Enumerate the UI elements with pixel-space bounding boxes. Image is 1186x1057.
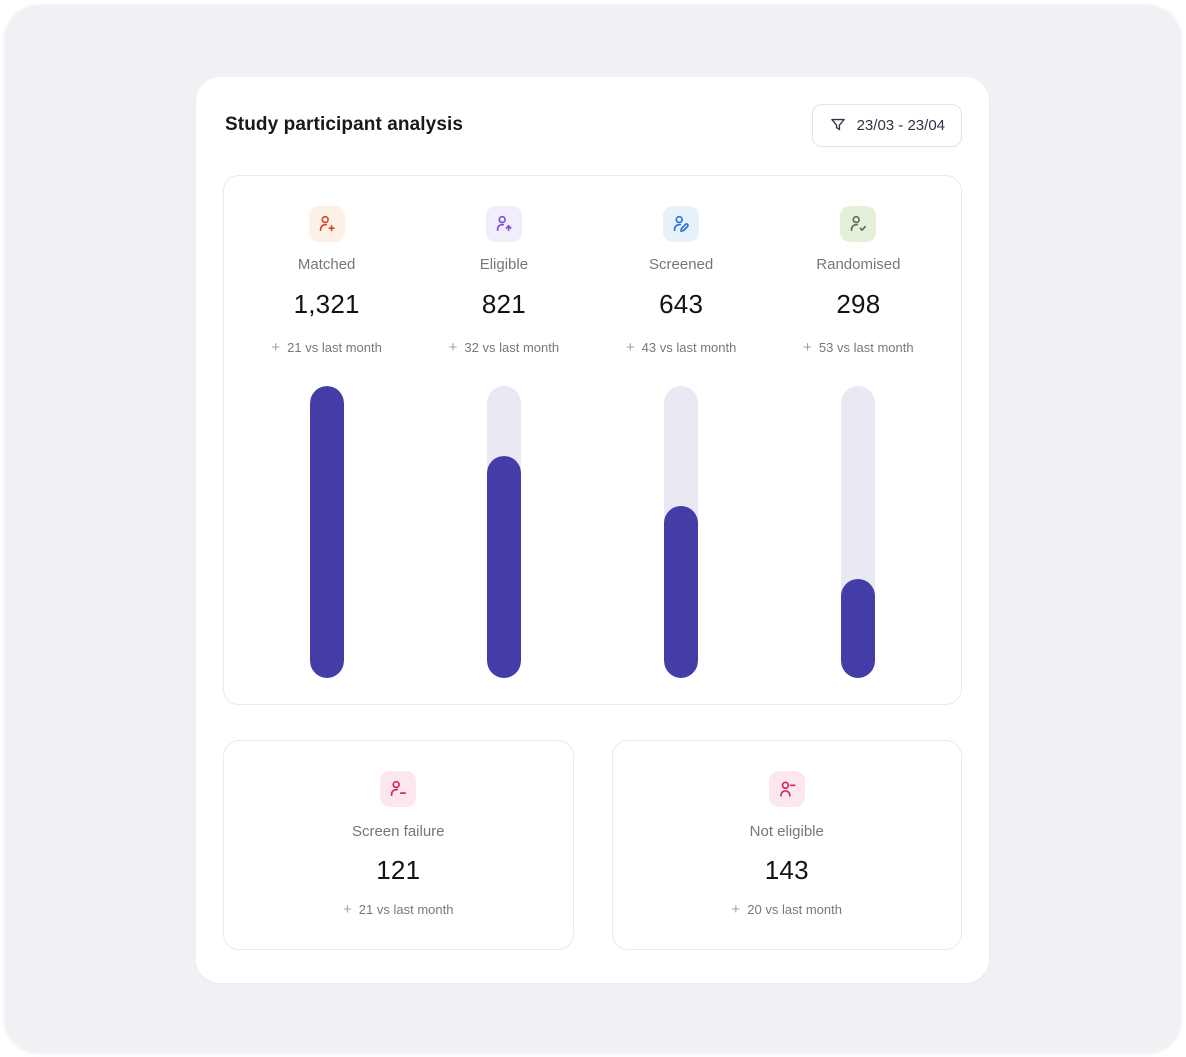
stage-icon-tile — [485, 206, 522, 242]
stage-delta: + 32 vs last month — [448, 339, 560, 356]
bar-track — [309, 386, 344, 678]
stage-value: 1,321 — [293, 289, 360, 319]
summary-card-not-eligible: Not eligible 143 + 20 vs last month — [611, 740, 962, 950]
stage-icon-tile — [663, 206, 700, 242]
stage-column-screened: Screened 643 + 43 vs last month — [593, 206, 770, 678]
card-icon-tile — [768, 771, 805, 807]
funnel-icon — [829, 116, 847, 134]
bar-fill — [486, 456, 521, 678]
funnel-stages: Matched 1,321 + 21 vs last month Eligibl… — [223, 175, 962, 705]
stage-delta-text: 21 vs last month — [287, 340, 382, 355]
plus-icon: + — [343, 901, 352, 918]
bar-fill — [664, 505, 699, 678]
plus-icon: + — [731, 901, 741, 918]
stage-icon-tile — [308, 206, 345, 242]
card-value: 143 — [764, 855, 809, 885]
card-delta-text: 21 vs last month — [358, 902, 454, 917]
page-title: Study participant analysis — [225, 114, 464, 135]
date-range-label: 23/03 - 23/04 — [856, 116, 945, 134]
stage-column-matched: Matched 1,321 + 21 vs last month — [238, 206, 415, 678]
plus-icon: + — [448, 339, 458, 356]
summary-card-screen-failure: Screen failure 121 + 21 vs last month — [223, 740, 574, 950]
user-arrow-up-icon — [494, 214, 514, 234]
stage-label: Randomised — [816, 256, 901, 273]
panel-header: Study participant analysis 23/03 - 23/04 — [223, 103, 962, 147]
card-label: Screen failure — [351, 823, 445, 840]
user-minus-top-icon — [777, 779, 797, 799]
stage-label: Matched — [297, 256, 356, 273]
stage-delta: + 53 vs last month — [803, 339, 914, 356]
plus-icon: + — [271, 339, 281, 356]
card-delta: + 20 vs last month — [731, 901, 842, 918]
user-plus-icon — [317, 214, 337, 234]
stage-value: 643 — [659, 289, 704, 319]
stage-value: 298 — [836, 289, 881, 319]
stage-label: Eligible — [479, 256, 529, 273]
card-icon-tile — [380, 771, 417, 807]
date-range-filter-button[interactable]: 23/03 - 23/04 — [811, 103, 962, 147]
stage-delta: + 43 vs last month — [625, 339, 737, 356]
stage-delta-text: 43 vs last month — [641, 340, 737, 355]
stage-value: 821 — [481, 289, 526, 319]
stage-delta-text: 53 vs last month — [818, 340, 914, 355]
user-minus-icon — [388, 779, 408, 799]
bar-track — [841, 386, 876, 678]
summary-cards-row: Screen failure 121 + 21 vs last month No… — [223, 740, 962, 950]
analysis-panel: Study participant analysis 23/03 - 23/04… — [196, 77, 989, 983]
stage-column-randomised: Randomised 298 + 53 vs last month — [770, 206, 947, 678]
user-pen-icon — [671, 214, 691, 234]
card-value: 121 — [376, 855, 421, 885]
user-check-icon — [848, 214, 868, 234]
card-label: Not eligible — [749, 823, 824, 840]
bar-track — [486, 386, 521, 678]
stage-delta-text: 32 vs last month — [464, 340, 560, 355]
stage-icon-tile — [840, 206, 877, 242]
card-delta: + 21 vs last month — [343, 901, 454, 918]
bar-fill — [309, 386, 344, 678]
plus-icon: + — [803, 339, 812, 356]
stage-column-eligible: Eligible 821 + 32 vs last month — [415, 206, 592, 678]
bar-track — [664, 386, 699, 678]
card-delta-text: 20 vs last month — [747, 902, 842, 917]
stage-delta: + 21 vs last month — [271, 339, 382, 356]
stage-label: Screened — [649, 256, 714, 273]
bar-fill — [841, 578, 876, 678]
plus-icon: + — [625, 339, 635, 356]
